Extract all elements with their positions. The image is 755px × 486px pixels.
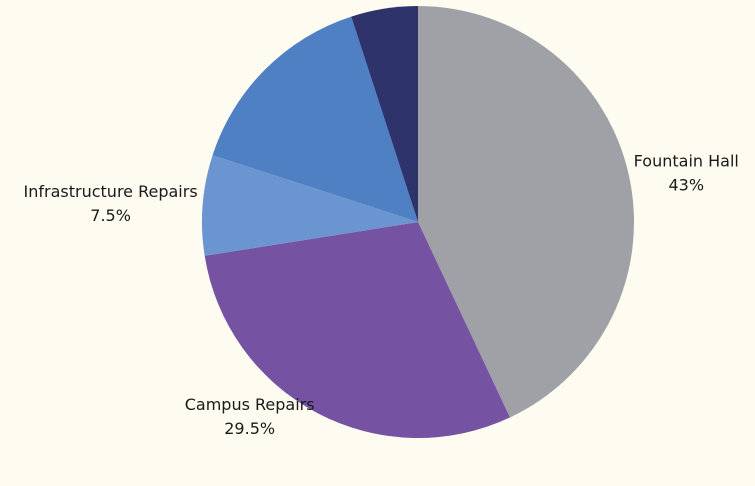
pie-slice — [418, 6, 634, 418]
slice-label: Infrastructure Repairs — [24, 182, 198, 201]
pie-slice — [351, 6, 418, 222]
slice-value-label: 43% — [668, 175, 704, 194]
pie-slice — [204, 222, 510, 438]
slice-label: Campus Repairs — [185, 395, 315, 414]
pie-slice — [212, 16, 418, 222]
slice-label: Fountain Hall — [634, 151, 739, 170]
slice-value-label: 29.5% — [224, 419, 275, 438]
pie-slice — [202, 155, 418, 256]
slice-value-label: 7.5% — [90, 206, 131, 225]
